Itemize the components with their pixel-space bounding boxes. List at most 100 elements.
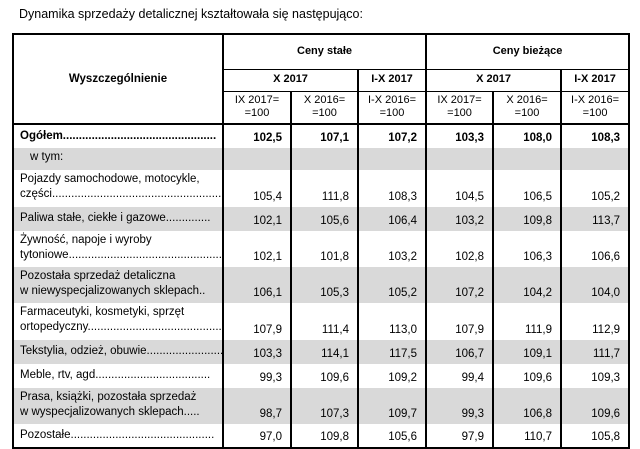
row-label: w tym: <box>12 148 223 171</box>
value-cell: 107,2 <box>356 124 427 148</box>
base-header-ix2017-biezace: IX 2017= =100 <box>425 91 494 125</box>
column-group-ceny-biezace: Ceny bieżące <box>425 34 630 70</box>
value-cell: 103,3 <box>222 339 291 364</box>
value-cell: 109,8 <box>492 206 562 231</box>
table-row-meble: Meble, rtv, agd.........................… <box>12 363 630 388</box>
value-cell: 99,3 <box>222 363 291 388</box>
table-row-pozostale: Pozostałe...............................… <box>12 423 630 448</box>
value-cell: 105,2 <box>560 170 630 207</box>
value-cell: 99,3 <box>425 387 494 424</box>
value-cell: 101,8 <box>290 230 358 267</box>
value-cell: 102,1 <box>222 206 291 231</box>
header-row-periods: X 2017 I-X 2017 X 2017 I-X 2017 <box>13 69 630 92</box>
value-cell: 110,7 <box>492 423 562 448</box>
value-cell: 111,9 <box>492 303 562 340</box>
value-cell: 104,0 <box>560 266 630 304</box>
value-cell <box>356 148 427 171</box>
value-cell: 108,3 <box>356 170 427 207</box>
value-cell: 109,6 <box>290 363 358 388</box>
header-row-bases: IX 2017= =100 X 2016= =100 I-X 2016= =10… <box>13 91 630 125</box>
value-cell: 106,5 <box>492 170 562 207</box>
column-group-ceny-stale: Ceny stałe <box>221 34 427 70</box>
period-header-x2017-stale: X 2017 <box>222 69 358 92</box>
period-header-x2017-biezace: X 2017 <box>425 69 562 92</box>
value-cell: 109,2 <box>356 363 427 388</box>
value-cell: 106,4 <box>356 206 427 231</box>
base-header-x2016-stale: X 2016= =100 <box>290 91 358 125</box>
page-title: Dynamika sprzedaży detalicznej kształtow… <box>19 7 363 21</box>
value-cell: 97,0 <box>222 423 291 448</box>
value-cell <box>560 148 630 171</box>
table-row-tekstylia: Tekstylia, odzież, obuwie...............… <box>12 339 630 364</box>
value-cell: 106,3 <box>492 230 562 267</box>
retail-sales-dynamics-table: Wyszczególnienie Ceny stałe Ceny bieżące… <box>12 33 631 449</box>
table-header: Wyszczególnienie Ceny stałe Ceny bieżące… <box>12 34 630 125</box>
value-cell: 117,5 <box>356 339 427 364</box>
value-cell <box>290 148 358 171</box>
value-cell: 102,8 <box>425 230 494 267</box>
value-cell: 111,8 <box>290 170 358 207</box>
header-row-groups: Wyszczególnienie Ceny stałe Ceny bieżące <box>12 34 630 125</box>
value-cell: 105,3 <box>290 266 358 304</box>
table-row-prasa-ksiazki: Prasa, książki, pozostała sprzedaż w wys… <box>12 387 630 424</box>
value-cell: 106,6 <box>560 230 630 267</box>
value-cell: 109,6 <box>492 363 562 388</box>
value-cell <box>492 148 562 171</box>
table-row-ogolem: Ogółem..................................… <box>12 124 630 148</box>
table-row-paliwa: Paliwa stałe, ciekłe i gazowe...........… <box>12 206 630 231</box>
value-cell: 107,3 <box>290 387 358 424</box>
column-header-wyszczegolnienie: Wyszczególnienie <box>12 34 223 125</box>
value-cell: 107,1 <box>290 124 358 148</box>
row-label: Pojazdy samochodowe, motocykle, części..… <box>12 170 223 207</box>
value-cell: 102,5 <box>222 124 291 148</box>
row-label: Pozostała sprzedaż detaliczna w niewyspe… <box>12 266 223 304</box>
base-header-x2016-biezace: X 2016= =100 <box>492 91 562 125</box>
value-cell: 114,1 <box>290 339 358 364</box>
value-cell: 97,9 <box>425 423 494 448</box>
base-header-ix2016-stale: I-X 2016= =100 <box>356 91 427 125</box>
value-cell: 105,8 <box>560 423 630 448</box>
value-cell: 113,7 <box>560 206 630 231</box>
value-cell: 103,2 <box>425 206 494 231</box>
value-cell: 105,4 <box>222 170 291 207</box>
value-cell: 108,3 <box>560 124 630 148</box>
value-cell: 103,2 <box>356 230 427 267</box>
period-header-ix2017-biezace: I-X 2017 <box>560 69 630 92</box>
value-cell: 109,1 <box>492 339 562 364</box>
value-cell: 98,7 <box>222 387 291 424</box>
value-cell: 104,5 <box>425 170 494 207</box>
table-row-w-tym: w tym: <box>12 148 630 171</box>
table-row-pojazdy: Pojazdy samochodowe, motocykle, części..… <box>12 170 630 207</box>
value-cell: 105,2 <box>356 266 427 304</box>
value-cell <box>425 148 494 171</box>
value-cell: 106,8 <box>492 387 562 424</box>
value-cell: 113,0 <box>356 303 427 340</box>
value-cell: 109,8 <box>290 423 358 448</box>
value-cell: 107,9 <box>425 303 494 340</box>
value-cell: 106,1 <box>222 266 291 304</box>
row-label: Pozostałe...............................… <box>12 423 223 448</box>
base-header-ix2017-stale: IX 2017= =100 <box>222 91 291 125</box>
value-cell: 105,6 <box>290 206 358 231</box>
period-header-ix2017-stale: I-X 2017 <box>356 69 427 92</box>
row-label: Ogółem..................................… <box>12 124 223 148</box>
value-cell: 107,2 <box>425 266 494 304</box>
value-cell: 112,9 <box>560 303 630 340</box>
row-label: Meble, rtv, agd.........................… <box>12 363 223 388</box>
value-cell: 111,7 <box>560 339 630 364</box>
value-cell: 111,4 <box>290 303 358 340</box>
value-cell: 103,3 <box>425 124 494 148</box>
row-label: Paliwa stałe, ciekłe i gazowe...........… <box>12 206 223 231</box>
table-row-farmaceutyki: Farmaceutyki, kosmetyki, sprzęt ortopedy… <box>12 303 630 340</box>
row-label: Tekstylia, odzież, obuwie...............… <box>12 339 223 364</box>
table-body: Ogółem..................................… <box>12 124 630 448</box>
value-cell: 99,4 <box>425 363 494 388</box>
row-label: Żywność, napoje i wyroby tytoniowe......… <box>12 230 223 267</box>
value-cell: 105,6 <box>356 423 427 448</box>
value-cell: 107,9 <box>222 303 291 340</box>
value-cell: 109,6 <box>560 387 630 424</box>
value-cell: 109,3 <box>560 363 630 388</box>
value-cell: 104,2 <box>492 266 562 304</box>
value-cell <box>222 148 291 171</box>
value-cell: 109,7 <box>356 387 427 424</box>
